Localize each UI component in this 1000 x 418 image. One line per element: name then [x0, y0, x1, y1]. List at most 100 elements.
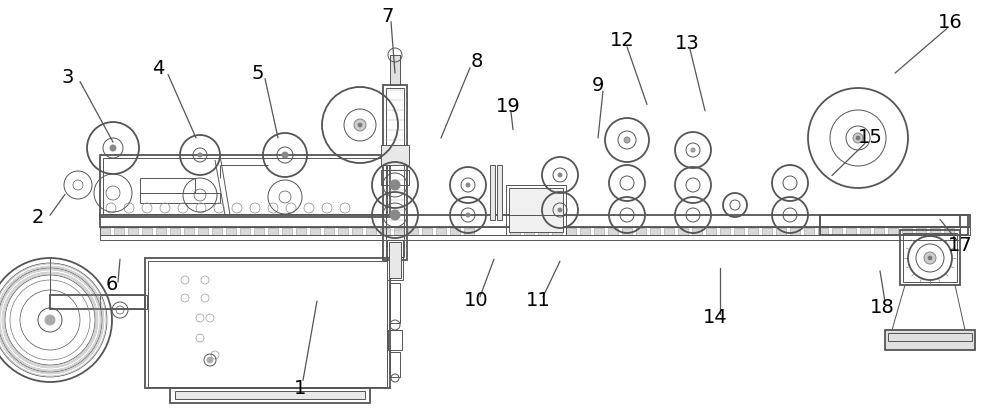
Bar — [846, 228, 856, 235]
Bar — [902, 228, 912, 235]
Bar — [100, 155, 390, 217]
Bar — [387, 240, 403, 280]
Bar — [650, 228, 660, 235]
Bar — [818, 228, 828, 235]
Bar — [170, 388, 370, 403]
Bar — [175, 391, 365, 399]
Text: 3: 3 — [62, 68, 74, 87]
Bar — [128, 228, 138, 235]
Bar — [254, 228, 264, 235]
Bar — [184, 228, 194, 235]
Bar — [422, 228, 432, 235]
Bar — [140, 193, 220, 203]
Bar — [832, 228, 842, 235]
Circle shape — [928, 256, 932, 260]
Bar — [156, 228, 166, 235]
Circle shape — [856, 136, 860, 140]
Text: 16: 16 — [938, 13, 962, 33]
Bar — [50, 295, 145, 309]
Text: 9: 9 — [592, 76, 604, 95]
Bar — [100, 227, 960, 235]
Bar — [366, 228, 376, 235]
Bar — [103, 158, 387, 214]
Bar — [566, 228, 576, 235]
Bar — [408, 228, 418, 235]
Circle shape — [207, 357, 213, 363]
Circle shape — [282, 152, 288, 158]
Bar — [226, 228, 236, 235]
Text: 10: 10 — [464, 291, 488, 311]
Bar — [734, 228, 744, 235]
Bar — [692, 228, 702, 235]
Circle shape — [466, 213, 470, 217]
Bar — [142, 228, 152, 235]
Bar — [388, 330, 402, 350]
Bar — [282, 228, 292, 235]
Text: 15: 15 — [858, 128, 882, 148]
Circle shape — [558, 208, 562, 212]
Bar — [497, 165, 502, 220]
Bar — [390, 55, 400, 85]
Text: 4: 4 — [152, 59, 164, 79]
Text: 2: 2 — [32, 208, 44, 227]
Bar — [860, 228, 870, 235]
Circle shape — [45, 315, 55, 325]
Bar — [664, 228, 674, 235]
Circle shape — [853, 133, 863, 143]
Text: 19: 19 — [496, 97, 520, 116]
Bar — [804, 228, 814, 235]
Bar — [381, 170, 409, 185]
Bar — [170, 228, 180, 235]
Bar — [608, 228, 618, 235]
Bar — [888, 333, 972, 341]
Circle shape — [390, 180, 400, 190]
Bar — [490, 165, 495, 220]
Bar — [538, 228, 548, 235]
Bar — [310, 228, 320, 235]
Text: 7: 7 — [382, 7, 394, 26]
Circle shape — [354, 119, 366, 131]
Text: 6: 6 — [106, 275, 118, 294]
Circle shape — [110, 145, 116, 151]
Bar — [380, 228, 390, 235]
Bar — [930, 228, 940, 235]
Text: 13: 13 — [675, 34, 699, 54]
Bar — [198, 228, 208, 235]
Text: 17: 17 — [948, 236, 972, 255]
Circle shape — [624, 137, 630, 143]
Circle shape — [358, 123, 362, 127]
Bar — [100, 235, 960, 240]
Bar — [636, 228, 646, 235]
Bar — [916, 228, 926, 235]
Bar — [338, 228, 348, 235]
Text: 8: 8 — [471, 52, 483, 71]
Bar — [436, 228, 446, 235]
Bar — [903, 233, 957, 282]
Bar — [268, 228, 278, 235]
Bar — [390, 352, 400, 377]
Bar — [580, 228, 590, 235]
Bar — [720, 228, 730, 235]
Bar — [888, 228, 898, 235]
Bar — [212, 228, 222, 235]
Bar — [622, 228, 632, 235]
Bar — [820, 215, 970, 227]
Bar — [706, 228, 716, 235]
Bar — [594, 228, 604, 235]
Bar — [552, 228, 562, 235]
Bar — [389, 242, 401, 278]
Bar — [381, 145, 409, 165]
Bar — [148, 261, 387, 387]
Text: 1: 1 — [294, 379, 306, 398]
Bar — [790, 228, 800, 235]
Bar — [324, 228, 334, 235]
Bar — [450, 228, 460, 235]
Bar — [762, 228, 772, 235]
Bar — [100, 228, 110, 235]
Bar — [944, 228, 954, 235]
Circle shape — [558, 173, 562, 177]
Bar — [394, 228, 404, 235]
Bar — [464, 228, 474, 235]
Bar — [874, 228, 884, 235]
Bar — [776, 228, 786, 235]
